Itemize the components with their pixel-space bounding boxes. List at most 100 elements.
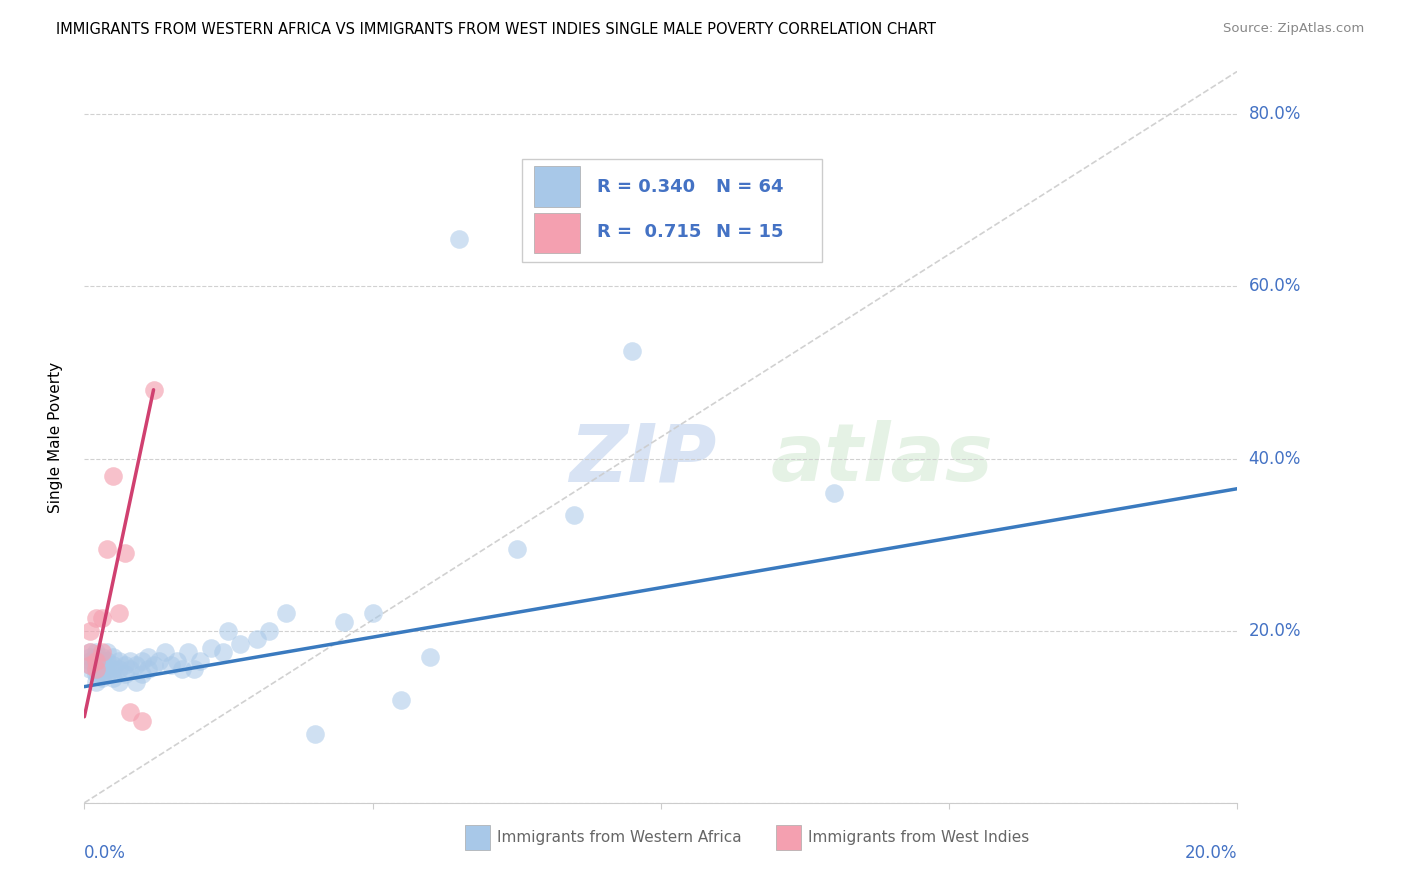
Point <box>96 662 118 676</box>
Point <box>419 649 441 664</box>
Point <box>108 607 131 621</box>
Point <box>229 637 252 651</box>
Point <box>79 649 101 664</box>
Point <box>84 662 107 676</box>
Point <box>136 649 159 664</box>
Text: N = 15: N = 15 <box>716 223 783 241</box>
Point <box>391 692 413 706</box>
Text: ZIP: ZIP <box>568 420 716 498</box>
Point <box>79 658 101 673</box>
Point <box>257 624 280 638</box>
Point <box>114 666 136 681</box>
Bar <box>534 167 581 207</box>
Text: Immigrants from West Indies: Immigrants from West Indies <box>808 830 1029 845</box>
Bar <box>523 159 823 261</box>
Point <box>120 706 142 720</box>
Point <box>120 662 142 676</box>
Point <box>96 645 118 659</box>
Point <box>79 645 101 659</box>
Point <box>84 654 107 668</box>
Point <box>108 654 131 668</box>
Point <box>79 645 101 659</box>
Point <box>103 468 124 483</box>
Point <box>84 611 107 625</box>
Point <box>449 232 471 246</box>
Point <box>142 658 165 673</box>
Point <box>90 645 112 659</box>
Point <box>172 662 194 676</box>
Text: 0.0%: 0.0% <box>84 845 127 863</box>
Point <box>103 671 124 685</box>
Point <box>246 632 269 647</box>
Point <box>160 658 183 673</box>
Text: 40.0%: 40.0% <box>1249 450 1301 467</box>
Point <box>188 654 211 668</box>
Point <box>276 607 298 621</box>
Bar <box>534 212 581 252</box>
Point <box>125 658 148 673</box>
Text: 20.0%: 20.0% <box>1249 622 1301 640</box>
Text: 60.0%: 60.0% <box>1249 277 1301 295</box>
Point <box>90 666 112 681</box>
Point <box>96 541 118 556</box>
Point <box>90 654 112 668</box>
Point <box>79 658 101 673</box>
Point <box>218 624 240 638</box>
Point <box>621 344 644 359</box>
Point <box>304 727 326 741</box>
Point <box>84 649 107 664</box>
Point <box>103 658 124 673</box>
Point <box>96 666 118 681</box>
Text: R =  0.715: R = 0.715 <box>598 223 702 241</box>
Point <box>84 658 107 673</box>
Point <box>131 714 153 728</box>
Point <box>84 666 107 681</box>
Point <box>90 611 112 625</box>
Point <box>142 383 165 397</box>
Point <box>200 640 222 655</box>
Text: 80.0%: 80.0% <box>1249 105 1301 123</box>
Point <box>103 662 124 676</box>
Point <box>79 624 101 638</box>
Point <box>114 546 136 560</box>
Point <box>153 645 176 659</box>
Point <box>96 654 118 668</box>
Point <box>166 654 188 668</box>
Point <box>79 654 101 668</box>
Point <box>136 662 159 676</box>
Text: R = 0.340: R = 0.340 <box>598 178 696 196</box>
Point <box>103 649 124 664</box>
Point <box>90 671 112 685</box>
Bar <box>776 825 801 850</box>
Text: 20.0%: 20.0% <box>1185 845 1237 863</box>
Point <box>108 675 131 690</box>
Point <box>84 654 107 668</box>
Point <box>183 662 205 676</box>
Bar <box>465 825 491 850</box>
Point <box>90 649 112 664</box>
Text: IMMIGRANTS FROM WESTERN AFRICA VS IMMIGRANTS FROM WEST INDIES SINGLE MALE POVERT: IMMIGRANTS FROM WESTERN AFRICA VS IMMIGR… <box>56 22 936 37</box>
Point <box>125 675 148 690</box>
Point <box>79 662 101 676</box>
Y-axis label: Single Male Poverty: Single Male Poverty <box>48 361 63 513</box>
Text: Source: ZipAtlas.com: Source: ZipAtlas.com <box>1223 22 1364 36</box>
Point <box>108 662 131 676</box>
Point <box>564 508 586 522</box>
Point <box>120 654 142 668</box>
Point <box>211 645 233 659</box>
Point <box>84 675 107 690</box>
Point <box>114 658 136 673</box>
Point <box>90 658 112 673</box>
Point <box>361 607 384 621</box>
Point <box>506 541 529 556</box>
Point <box>177 645 200 659</box>
Point <box>131 654 153 668</box>
Point <box>333 615 356 629</box>
Point <box>84 662 107 676</box>
Point <box>148 654 170 668</box>
Text: N = 64: N = 64 <box>716 178 783 196</box>
Point <box>84 645 107 659</box>
Text: atlas: atlas <box>770 420 993 498</box>
Text: Immigrants from Western Africa: Immigrants from Western Africa <box>498 830 742 845</box>
Point <box>823 486 845 500</box>
